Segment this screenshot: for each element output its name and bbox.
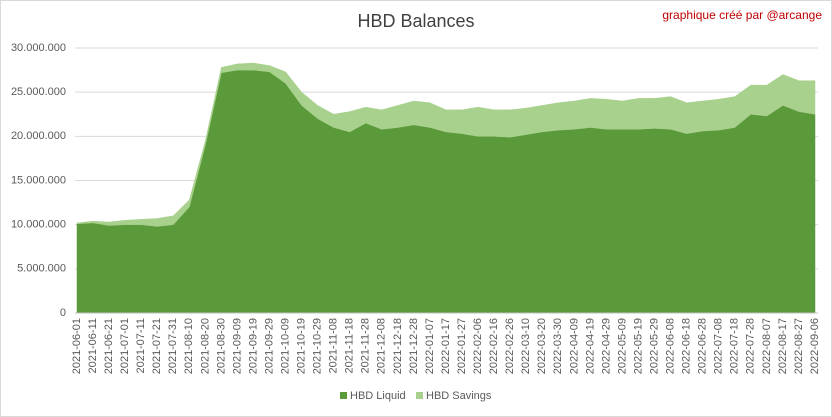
x-tick-label: 2022-01-27 [456,318,468,374]
x-tick-label: 2022-07-28 [745,318,757,374]
x-tick-label: 2021-10-09 [279,318,291,374]
x-tick-label: 2021-11-18 [344,318,356,373]
x-tick-label: 2022-06-08 [665,318,677,374]
x-tick-label: 2021-06-01 [71,318,83,374]
legend-label: HBD Liquid [350,390,406,402]
y-tick-label: 0 [60,307,66,319]
x-tick-label: 2021-07-11 [135,318,147,373]
y-tick-label: 30.000.000 [11,42,66,54]
x-tick-label: 2022-08-07 [761,318,773,374]
legend-swatch [416,392,423,399]
area [76,62,816,227]
x-tick-label: 2022-09-06 [809,318,821,374]
x-tick-label: 2022-01-17 [440,318,452,374]
x-tick-label: 2021-11-28 [360,318,372,373]
x-tick-label: 2021-09-29 [263,318,275,374]
chart-title: HBD Balances [357,11,474,31]
x-tick-label: 2022-06-28 [697,318,709,374]
x-tick-label: 2022-02-06 [472,318,484,374]
annotation: graphique créé par @arcange [662,8,822,22]
x-tick-label: 2021-12-28 [408,318,420,374]
x-tick-label: 2021-06-11 [87,318,99,373]
x-tick-label: 2022-02-16 [488,318,500,374]
x-tick-label: 2022-01-07 [424,318,436,374]
x-tick-label: 2021-07-01 [119,318,131,374]
y-tick-label: 5.000.000 [17,263,66,275]
x-tick-label: 2022-04-19 [584,318,596,374]
x-tick-label: 2021-07-31 [167,318,179,374]
x-tick-label: 2022-07-18 [729,318,741,374]
x-tick-label: 2022-02-26 [504,318,516,374]
y-tick-label: 10.000.000 [11,219,66,231]
x-tick-label: 2022-03-30 [552,318,564,374]
x-tick-label: 2021-10-29 [312,318,324,374]
x-tick-label: 2022-08-17 [777,318,789,374]
x-tick-label: 2022-03-10 [520,318,532,374]
x-tick-label: 2022-06-18 [681,318,693,374]
x-tick-label: 2021-09-09 [231,318,243,374]
legend-swatch [340,392,347,399]
x-tick-label: 2021-07-21 [151,318,163,374]
x-tick-label: 2022-05-09 [616,318,628,374]
x-tick-label: 2021-06-21 [103,318,115,374]
x-tick-label: 2021-08-30 [215,318,227,374]
x-tick-label: 2022-08-27 [793,318,805,374]
x-tick-label: 2022-07-08 [713,318,725,374]
x-tick-label: 2022-04-29 [600,318,612,374]
x-tick-label: 2021-08-20 [199,318,211,374]
x-tick-label: 2021-09-19 [247,318,259,374]
x-tick-label: 2022-04-09 [568,318,580,374]
x-tick-label: 2021-11-08 [328,318,340,373]
x-tick-label: 2022-05-19 [632,318,644,374]
y-tick-label: 15.000.000 [11,174,66,186]
x-tick-label: 2022-03-20 [536,318,548,374]
y-tick-label: 20.000.000 [11,130,66,142]
legend-label: HBD Savings [426,390,492,402]
x-tick-label: 2021-08-10 [183,318,195,374]
x-tick-label: 2021-10-19 [296,318,308,374]
x-tick-label: 2022-05-29 [648,318,660,374]
y-tick-label: 25.000.000 [11,86,66,98]
x-tick-label: 2021-12-18 [392,318,404,374]
x-tick-label: 2021-12-08 [376,318,388,374]
